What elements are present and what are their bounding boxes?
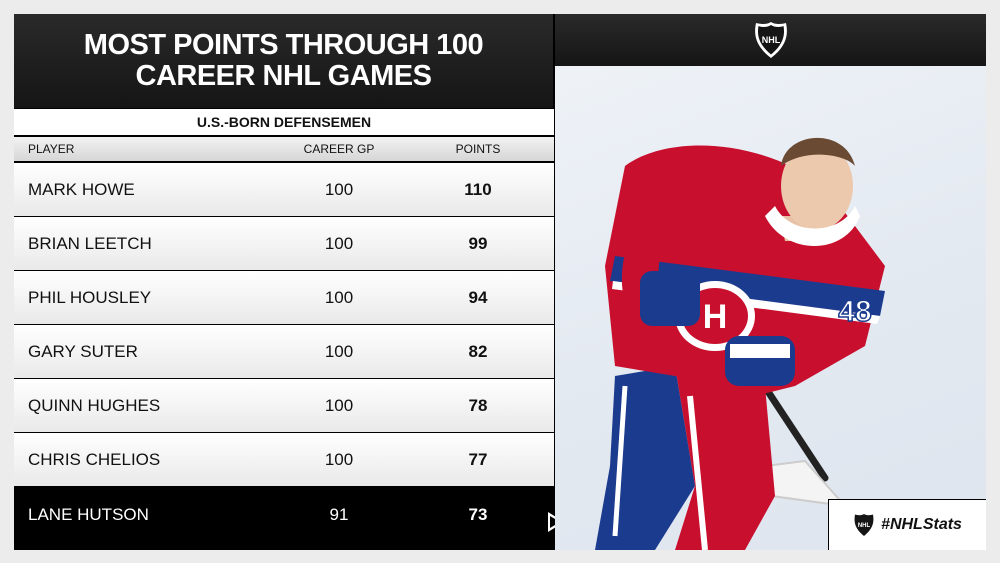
player-name: BRIAN LEETCH xyxy=(28,233,152,253)
nhl-stats-badge: NHL #NHLStats xyxy=(828,499,986,550)
table-row-highlighted: LANE HUTSON 91 73 xyxy=(14,487,554,542)
career-gp: 100 xyxy=(324,287,354,307)
player-name: MARK HOWE xyxy=(28,179,135,199)
player-name: LANE HUTSON xyxy=(28,504,149,524)
graphic-frame: MOST POINTS THROUGH 100 CAREER NHL GAMES… xyxy=(14,14,986,550)
header-points: POINTS xyxy=(455,142,501,156)
player-name: QUINN HUGHES xyxy=(28,395,161,415)
hashtag-text: #NHLStats xyxy=(881,516,962,533)
table-row: PHIL HOUSLEY 100 94 xyxy=(14,271,554,325)
nhl-shield-icon: NHL xyxy=(754,22,787,58)
points: 82 xyxy=(468,341,488,361)
nhl-shield-small-icon: NHL xyxy=(854,514,874,536)
table-header-row: PLAYER CAREER GP POINTS xyxy=(14,137,554,162)
svg-text:H: H xyxy=(703,298,728,336)
player-name: GARY SUTER xyxy=(28,341,138,361)
svg-text:48: 48 xyxy=(838,295,871,328)
career-gp: 100 xyxy=(324,233,354,253)
player-name: CHRIS CHELIOS xyxy=(28,449,161,469)
career-gp: 91 xyxy=(329,504,349,524)
points: 78 xyxy=(468,395,488,415)
hockey-player-illustration: H 48 xyxy=(595,137,885,550)
page-title: MOST POINTS THROUGH 100 CAREER NHL GAMES xyxy=(83,29,484,92)
table-subtitle: U.S.-BORN DEFENSEMEN xyxy=(14,108,554,136)
career-gp: 100 xyxy=(324,341,354,361)
career-gp: 100 xyxy=(324,449,354,469)
table-row: CHRIS CHELIOS 100 77 xyxy=(14,433,554,487)
points: 99 xyxy=(468,233,488,253)
logo-bar: NHL xyxy=(555,14,986,66)
table-body: MARK HOWE 100 110 BRIAN LEETCH 100 99 PH… xyxy=(14,163,554,542)
points: 73 xyxy=(468,504,488,524)
player-name: PHIL HOUSLEY xyxy=(28,287,152,307)
subtitle-text: U.S.-BORN DEFENSEMEN xyxy=(196,114,372,130)
svg-text:NHL: NHL xyxy=(858,523,871,529)
title-box: MOST POINTS THROUGH 100 CAREER NHL GAMES xyxy=(14,14,554,108)
table-row: QUINN HUGHES 100 78 xyxy=(14,379,554,433)
career-gp: 100 xyxy=(324,395,354,415)
points: 110 xyxy=(464,179,492,199)
table-row: MARK HOWE 100 110 xyxy=(14,163,554,217)
header-player: PLAYER xyxy=(28,142,75,156)
points: 77 xyxy=(468,449,488,469)
career-gp: 100 xyxy=(324,179,354,199)
table-row: GARY SUTER 100 82 xyxy=(14,325,554,379)
svg-text:NHL: NHL xyxy=(761,35,780,45)
table-row: BRIAN LEETCH 100 99 xyxy=(14,217,554,271)
header-career-gp: CAREER GP xyxy=(303,142,375,156)
player-photo: H 48 xyxy=(555,66,986,550)
points: 94 xyxy=(468,287,488,307)
